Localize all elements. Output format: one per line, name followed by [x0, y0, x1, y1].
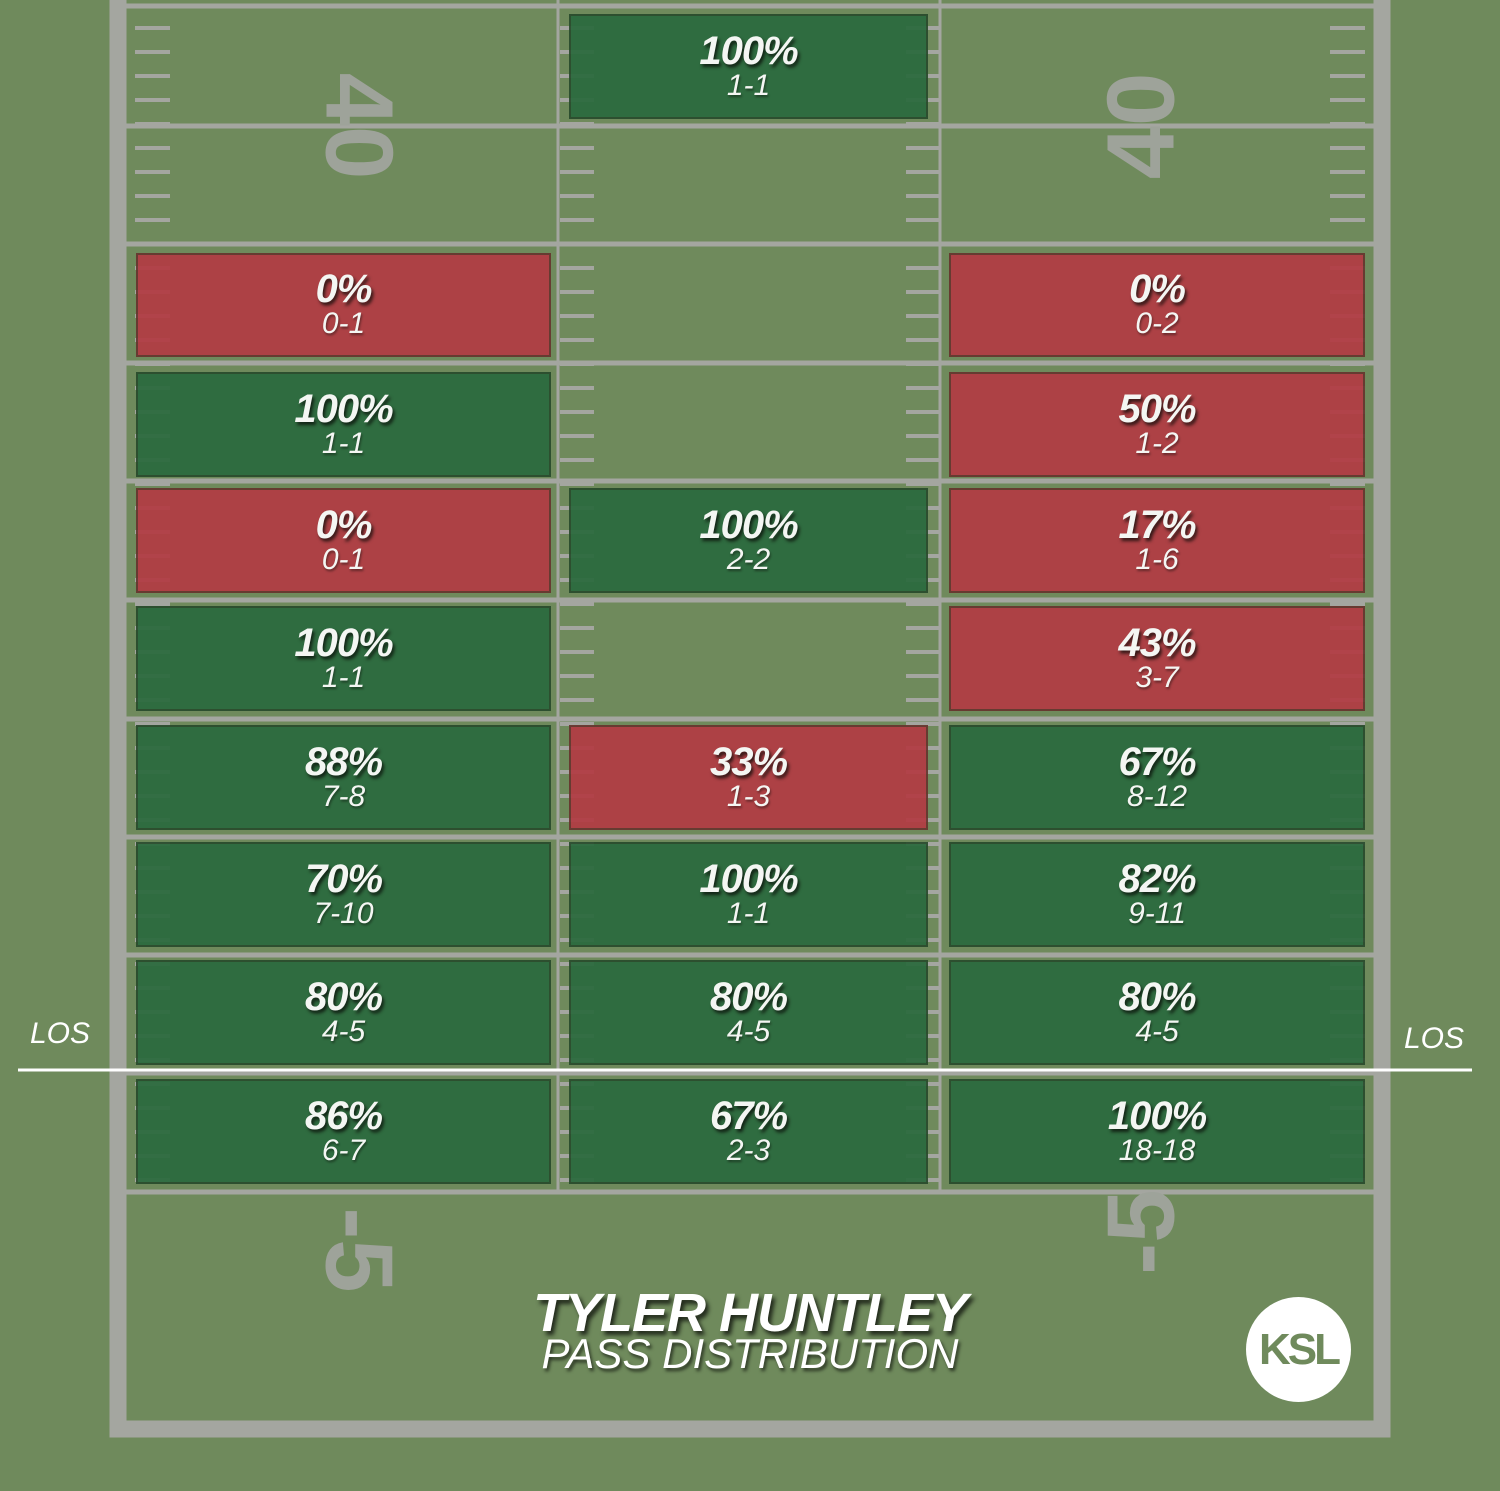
completion-percentage: 33%	[709, 739, 788, 784]
completion-record: 8-12	[1126, 779, 1188, 813]
completion-percentage: 86%	[304, 1093, 383, 1138]
completion-percentage: 50%	[1118, 386, 1196, 431]
zone-cell-row-5-left: 88% 7-8	[136, 725, 551, 830]
completion-percentage: 100%	[699, 28, 798, 73]
completion-record: 1-1	[321, 426, 366, 460]
completion-record: 0-1	[321, 542, 366, 576]
completion-percentage: 100%	[294, 386, 393, 431]
zone-cell-row-1-left: 0% 0-1	[136, 253, 551, 357]
zone-cell-row-7-middle: 80% 4-5	[569, 960, 928, 1065]
zone-cell-row-7-left: 80% 4-5	[136, 960, 551, 1065]
zone-cell-row-3-middle: 100% 2-2	[569, 488, 928, 593]
completion-percentage: 70%	[304, 856, 383, 901]
completion-record: 1-2	[1135, 426, 1179, 460]
chart-title: TYLER HUNTLEY	[532, 1283, 968, 1343]
zone-cell-row-3-right: 17% 1-6	[949, 488, 1365, 593]
completion-percentage: 82%	[1118, 856, 1196, 901]
zone-cell-row-4-left: 100% 1-1	[136, 606, 551, 711]
completion-percentage: 67%	[709, 1093, 788, 1138]
completion-record: 7-10	[313, 896, 374, 930]
zone-cell-row-2-right: 50% 1-2	[949, 372, 1365, 477]
zone-cell-row-8-right: 100% 18-18	[949, 1079, 1365, 1184]
ksl-logo: KSL	[1246, 1297, 1351, 1402]
zone-cell-row-7-right: 80% 4-5	[949, 960, 1365, 1065]
zone-cell-row-6-right: 82% 9-11	[949, 842, 1365, 947]
completion-percentage: 100%	[1107, 1093, 1207, 1138]
completion-record: 1-6	[1135, 542, 1179, 576]
completion-record: 1-1	[726, 896, 771, 930]
los-label-right: LOS	[1404, 1022, 1465, 1055]
zone-cell-row-5-right: 67% 8-12	[949, 725, 1365, 830]
completion-record: 2-3	[726, 1133, 771, 1167]
zone-cell-row-1-right: 0% 0-2	[949, 253, 1365, 357]
completion-record: 2-2	[726, 542, 771, 576]
completion-record: 4-5	[1135, 1014, 1179, 1048]
field-border	[109, 0, 1391, 1438]
zone-cell-row-4-right: 43% 3-7	[949, 606, 1365, 711]
completion-percentage: 0%	[315, 267, 373, 311]
completion-record: 1-3	[726, 779, 771, 813]
zone-cell-row-3-left: 0% 0-1	[136, 488, 551, 593]
completion-percentage: 67%	[1118, 739, 1196, 784]
completion-percentage: 100%	[699, 856, 798, 901]
zone-cell-row-2-left: 100% 1-1	[136, 372, 551, 477]
completion-percentage: 0%	[1129, 267, 1186, 311]
completion-percentage: 80%	[1118, 974, 1196, 1019]
los-label-left: LOS	[30, 1017, 91, 1050]
yard-number-40-right: 40	[1087, 73, 1194, 180]
completion-percentage: 80%	[709, 974, 788, 1019]
ksl-logo-text: KSL	[1259, 1324, 1341, 1374]
completion-record: 0-1	[321, 307, 366, 340]
zone-cell-row-6-left: 70% 7-10	[136, 842, 551, 947]
completion-percentage: 100%	[294, 620, 393, 665]
completion-record: 6-7	[321, 1133, 366, 1167]
yard-number-minus5-right: -5	[1087, 1189, 1194, 1274]
completion-record: 18-18	[1118, 1133, 1196, 1167]
completion-record: 9-11	[1128, 896, 1186, 930]
completion-record: 7-8	[321, 779, 366, 813]
zone-cell-40-yards-middle: 100% 1-1	[569, 14, 928, 119]
completion-percentage: 43%	[1118, 620, 1196, 665]
completion-record: 3-7	[1135, 660, 1179, 694]
zone-cell-row-5-middle: 33% 1-3	[569, 725, 928, 830]
completion-percentage: 100%	[699, 502, 798, 547]
chart-subtitle: PASS DISTRIBUTION	[541, 1330, 959, 1377]
completion-percentage: 17%	[1118, 502, 1196, 547]
yard-number-40-left: 40	[306, 73, 413, 180]
completion-record: 4-5	[321, 1014, 366, 1048]
completion-record: 0-2	[1135, 307, 1179, 340]
completion-percentage: 80%	[304, 974, 383, 1019]
completion-percentage: 88%	[304, 739, 383, 784]
zone-cell-row-8-left: 86% 6-7	[136, 1079, 551, 1184]
completion-record: 1-1	[321, 660, 366, 694]
zone-cell-row-8-middle: 67% 2-3	[569, 1079, 928, 1184]
completion-record: 1-1	[726, 68, 771, 102]
zone-cell-row-6-middle: 100% 1-1	[569, 842, 928, 947]
completion-percentage: 0%	[315, 502, 373, 547]
completion-record: 4-5	[726, 1014, 771, 1048]
yard-number-minus5-left: -5	[306, 1207, 413, 1292]
